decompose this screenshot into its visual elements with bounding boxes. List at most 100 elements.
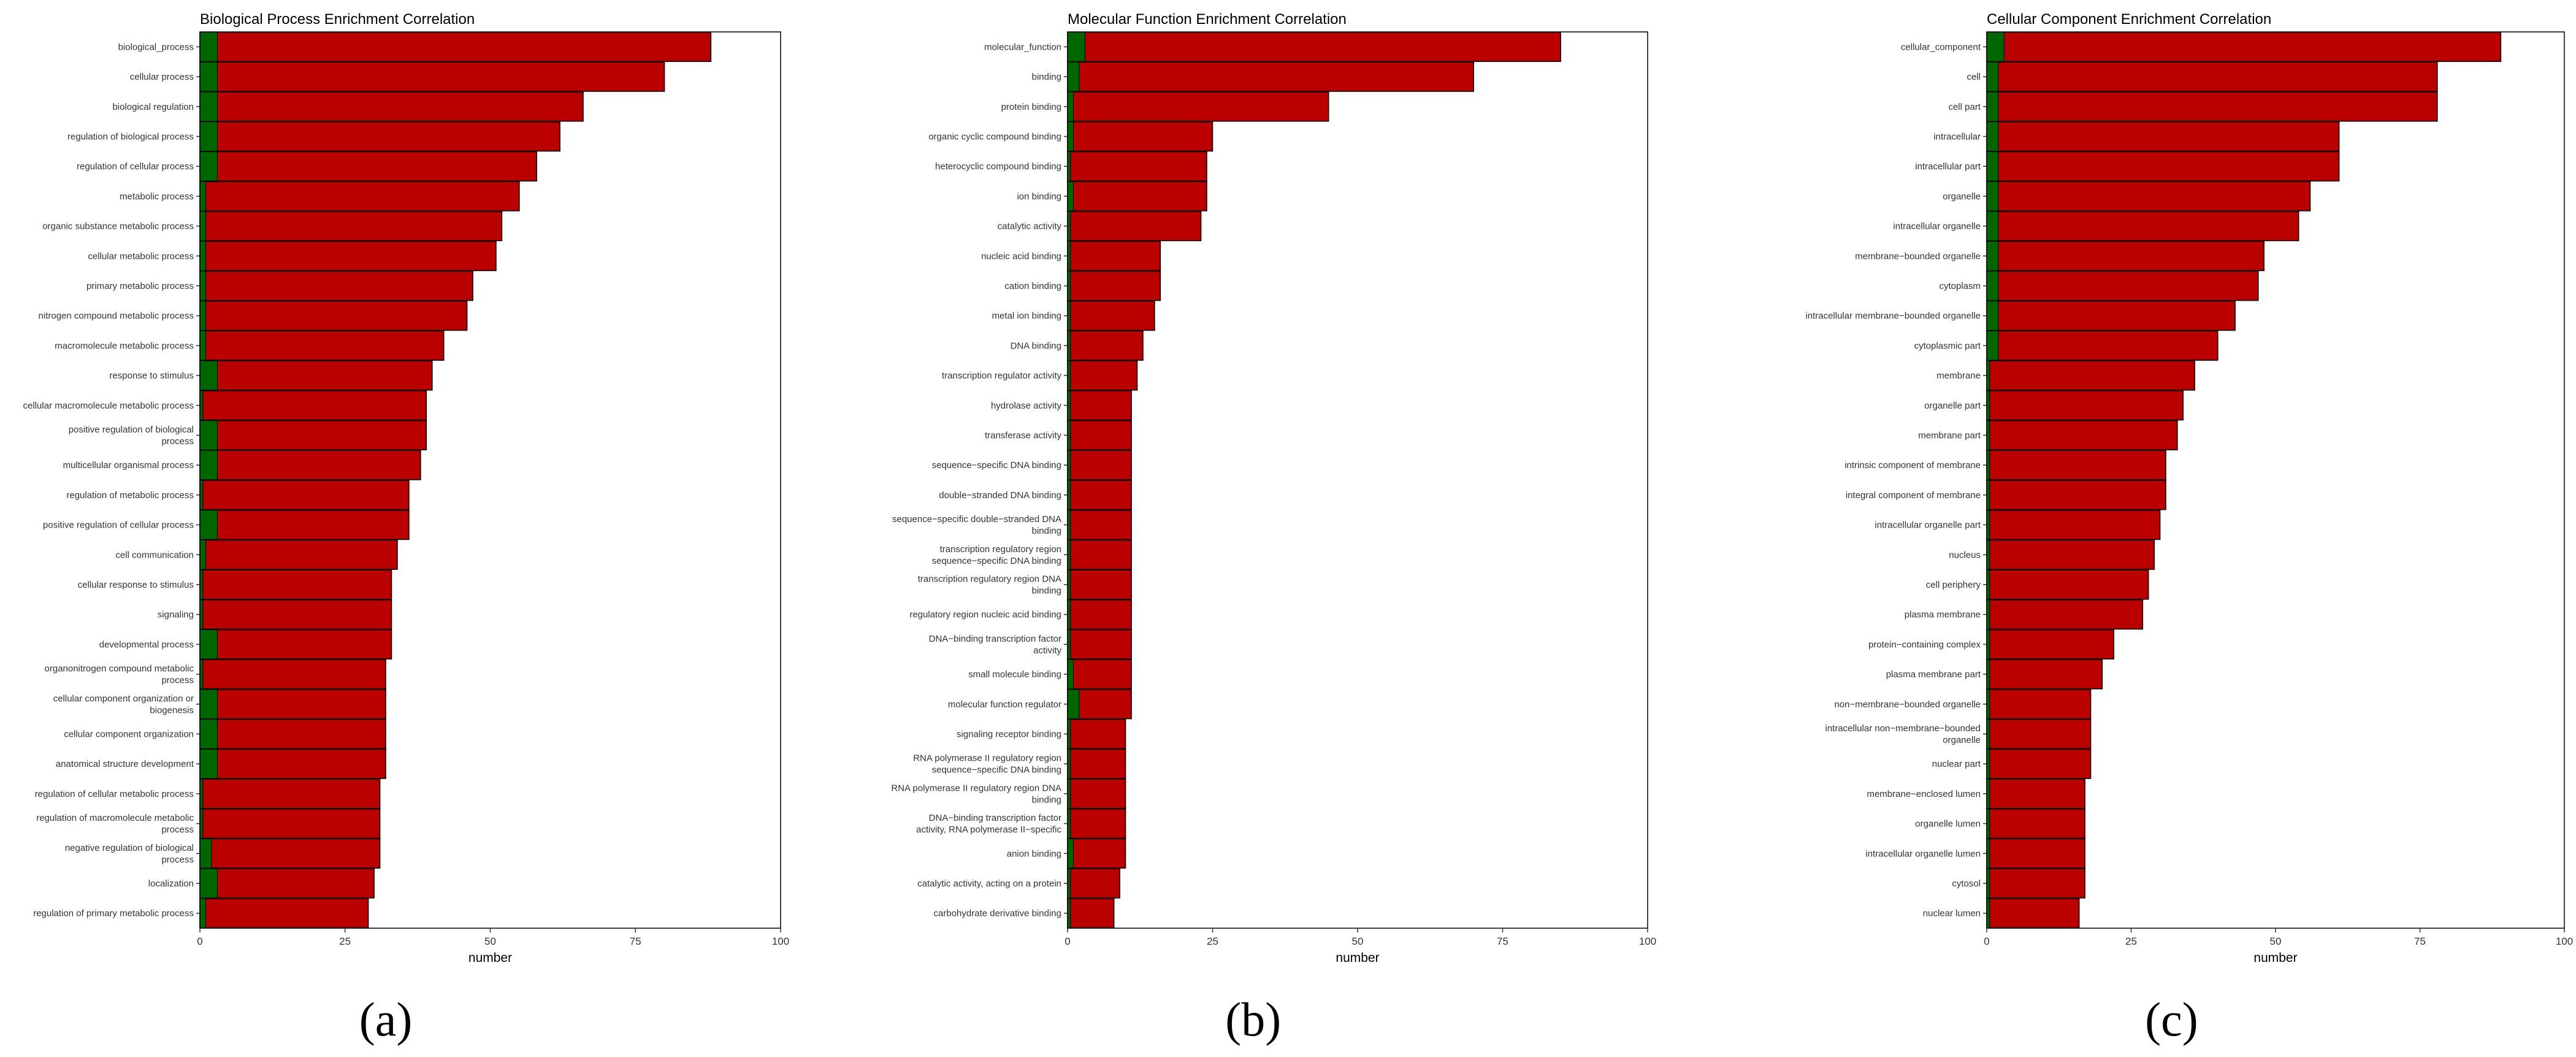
bar-enriched [199,420,218,450]
category-label: intrinsic component of membrane [1844,460,1981,471]
bar-enriched [1986,91,1999,122]
category-label: biological regulation [112,102,194,112]
category-label: sequence−specific DNA binding [932,460,1061,471]
category-label: anatomical structure development [56,759,194,769]
bar-enriched [1986,151,1999,182]
x-tick-label: 0 [197,936,202,947]
bar-total [1986,420,2178,451]
bar-enriched [199,121,218,152]
bar-total [199,181,520,212]
bar-enriched [1067,121,1074,152]
bar-enriched [1986,181,1999,212]
bar-total [1067,838,1126,869]
bar-total [1986,898,2080,929]
category-label: hydrolase activity [991,401,1062,411]
bar-total [199,271,473,301]
category-label: cell [1966,72,1981,82]
category-label: protein−containing complex [1868,639,1981,650]
x-tick-label: 75 [630,936,641,947]
bar-enriched [1067,32,1085,62]
bar-enriched [199,331,206,361]
bar-enriched [199,91,218,122]
bar-enriched [199,898,206,929]
bar-total [1986,569,2149,600]
category-label: cellular_component [1901,42,1981,52]
chart-title: Molecular Function Enrichment Correlatio… [1068,11,1347,28]
category-label: double−stranded DNA binding [939,490,1061,501]
category-label: protein binding [1001,102,1061,112]
bar-enriched [199,629,218,659]
bar-total [199,569,392,600]
bar-total [1986,390,2184,421]
panel-label: (b) [1225,993,1281,1046]
category-label: metabolic process [120,191,194,202]
category-label: organonitrogen compound metabolic process [45,664,194,686]
bar-total [199,121,560,152]
category-label: cell part [1948,102,1981,112]
category-label: RNA polymerase II regulatory region DNA b… [891,783,1061,805]
x-tick-label: 25 [2125,936,2137,947]
bar-total [1067,599,1132,630]
bar-enriched [199,510,218,540]
bar-total [199,420,427,451]
category-label: nuclear part [1932,759,1981,769]
bar-total [199,599,392,630]
bar-enriched [1067,61,1080,92]
bar-total [1986,659,2103,690]
bar-enriched [199,32,218,62]
bar-total [1067,31,1561,62]
category-label: sequence−specific double−stranded DNA bin… [892,514,1061,536]
category-label: regulatory region nucleic acid binding [909,610,1061,620]
bar-total [199,450,421,480]
category-label: cellular response to stimulus [78,580,194,590]
bar-total [1067,151,1207,182]
category-label: regulation of macromolecule metabolic pro… [36,813,194,835]
bar-total [1986,629,2114,659]
bar-total [1067,181,1207,212]
bar-total [1986,838,2085,869]
x-tick-label: 0 [1984,936,1989,947]
bar-total [1067,450,1132,480]
bar-enriched [199,539,206,570]
category-label: DNA−binding transcription factor activity [929,634,1062,656]
bar-total [1986,778,2085,809]
category-label: transcription regulator activity [942,371,1062,381]
bar-enriched [199,301,206,331]
category-label: cytoplasm [1939,281,1981,291]
bar-enriched [1986,331,1999,361]
category-label: heterocyclic compound binding [935,161,1061,172]
category-label: metal ion binding [992,311,1061,321]
bar-total [199,509,410,540]
bar-enriched [199,151,218,182]
x-axis-label: number [2253,951,2297,965]
category-label: multicellular organismal process [63,460,194,471]
bar-total [199,629,392,659]
category-label: intracellular organelle [1893,221,1981,232]
category-label: organic substance metabolic process [42,221,194,232]
x-tick-label: 50 [2270,936,2282,947]
category-label: intracellular [1933,131,1981,142]
x-axis-label: number [468,951,512,965]
bar-total [1067,808,1126,839]
category-label: signaling receptor binding [957,729,1061,739]
bar-enriched [199,868,218,899]
category-label: signaling [158,610,194,620]
category-label: transferase activity [985,430,1062,440]
category-label: cell communication [115,550,194,560]
bar-total [1067,301,1155,331]
bar-enriched [199,748,218,779]
category-label: cation binding [1004,281,1061,291]
category-label: localization [148,878,194,889]
bar-total [1067,121,1213,152]
category-label: ion binding [1017,191,1061,202]
x-tick-label: 25 [1207,936,1218,947]
bar-enriched [199,838,212,869]
bar-total [1986,330,2219,361]
cellular-component-panel: Cellular Component Enrichment Correlatio… [1805,11,2573,1046]
category-label: catalytic activity, acting on a protein [917,878,1061,889]
x-tick-label: 100 [772,936,789,947]
bar-total [1067,718,1126,750]
bar-enriched [1067,181,1074,212]
category-label: membrane part [1918,430,1981,440]
bar-total [199,868,375,899]
